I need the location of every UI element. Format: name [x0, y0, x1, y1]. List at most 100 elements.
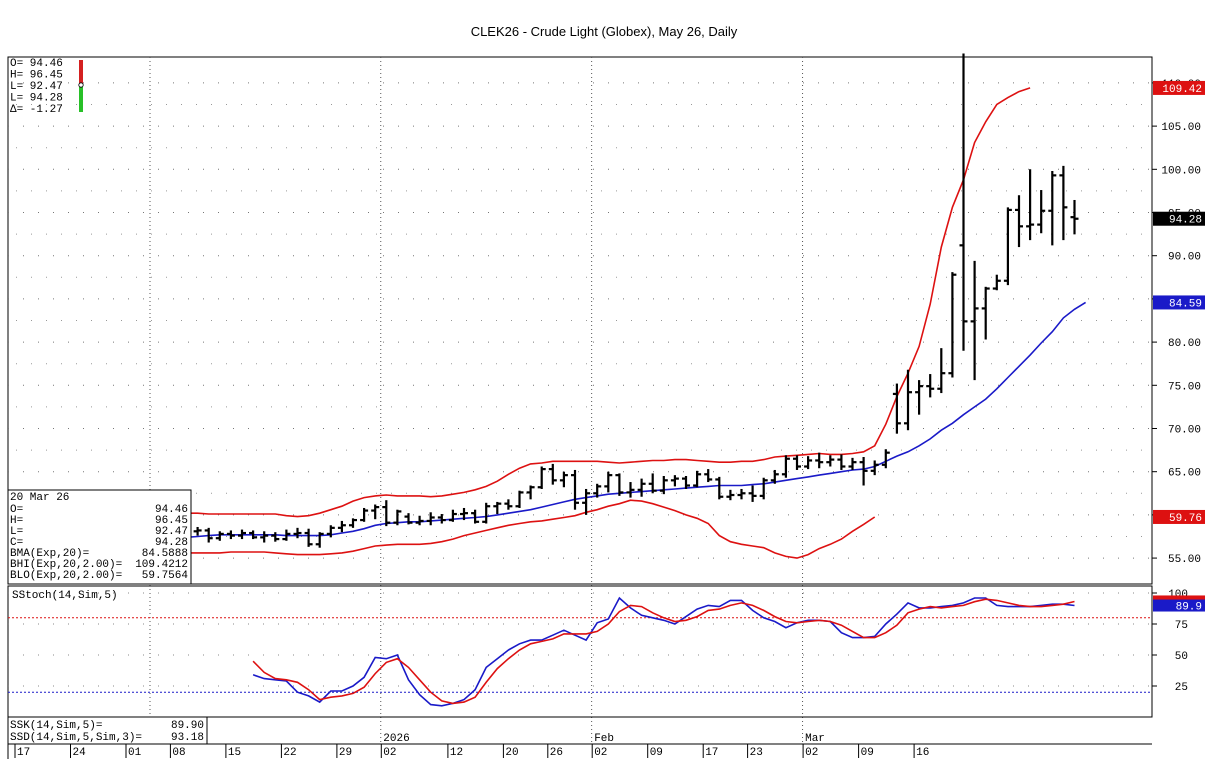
ohlc-bar — [404, 513, 413, 525]
ohlc-bar — [571, 469, 579, 510]
ohlc-readout-line: L= 92.47 — [10, 81, 63, 93]
price-panel-frame — [7, 56, 1153, 585]
ohlc-bar — [948, 272, 957, 378]
price-tick-label: 55.00 — [1168, 554, 1201, 566]
ohlc-bar — [371, 504, 380, 520]
stoch-tick-label: 75 — [1175, 620, 1188, 632]
date-tick-label: 17 — [17, 747, 30, 759]
date-tick-label: 23 — [750, 747, 763, 759]
ohlc-bar — [593, 483, 602, 498]
ohlc-bar — [870, 460, 879, 476]
ohlc-bar — [737, 488, 746, 500]
date-axis: 17 24 01 08 15 22 29 02 12 20 26 02 09 17 23 02 09 162026… — [7, 717, 1152, 759]
ohlc-bar — [1015, 195, 1023, 248]
date-tick-label: 09 — [650, 747, 663, 759]
ohlc-bar — [770, 469, 779, 484]
data-box-value: 92.47 — [155, 526, 188, 538]
ohlc-readout-line: Δ= -1.27 — [10, 104, 63, 116]
price-tag — [1153, 80, 1205, 95]
date-tick-label: 01 — [128, 747, 142, 759]
ohlc-bar — [970, 260, 979, 381]
ohlc-bar — [693, 470, 702, 488]
ohlc-bar — [326, 525, 335, 538]
ohlc-bar — [937, 348, 946, 394]
ohlc-bar — [482, 502, 491, 524]
price-tick-label: 65.00 — [1168, 468, 1201, 480]
stoch-box-value: 93.18 — [171, 732, 204, 744]
price-tag-label: 84.59 — [1169, 298, 1202, 310]
ohlc-bar — [471, 509, 480, 524]
price-tick-label: 75.00 — [1168, 381, 1201, 393]
ohlc-bar — [715, 476, 724, 500]
ohlc-bar — [648, 473, 657, 494]
data-box-label: BLO(Exp,20,2.00)= — [10, 570, 122, 582]
ohlc-bar — [815, 452, 824, 469]
stoch-box-label: SSK(14,Sim,5)= — [10, 720, 102, 732]
date-tick-label: 22 — [283, 747, 296, 759]
ohlc-bar — [393, 509, 402, 526]
price-tick-label: 100.00 — [1161, 165, 1201, 177]
ohlc-readout-line: H= 96.45 — [10, 70, 63, 82]
ohlc-bar — [526, 485, 535, 500]
data-box-label: L= — [10, 526, 23, 538]
ohlc-bar — [726, 489, 735, 501]
stoch-title: SStoch(14,Sim,5) — [12, 590, 118, 602]
price-panel: 55.0060.0065.0070.0075.0080.0085.0090.00… — [7, 53, 1205, 744]
date-tick-label: 02 — [594, 747, 607, 759]
stoch-tick-label: 25 — [1175, 682, 1188, 694]
price-tick-label: 105.00 — [1161, 122, 1201, 134]
ohlc-bar — [981, 286, 990, 340]
ohlc-bar — [293, 527, 302, 539]
upper-band-line — [19, 87, 1031, 518]
data-box-label: O= — [10, 504, 23, 516]
ohlc-bar — [215, 531, 224, 541]
ohlc-bar — [926, 374, 935, 398]
ohlc-bar — [437, 514, 446, 524]
date-tick-label: 15 — [228, 747, 241, 759]
ohlc-bar — [360, 507, 369, 522]
ohlc-bar — [282, 529, 291, 541]
ohlc-bar — [315, 532, 324, 548]
ohlc-bar — [204, 527, 213, 543]
ohlc-bar — [881, 449, 890, 469]
period-label: Mar — [805, 733, 825, 745]
readout-gauge-green — [79, 86, 83, 112]
ohlc-bar — [837, 454, 846, 470]
ohlc-bar — [781, 455, 790, 478]
data-box-value: 96.45 — [155, 515, 188, 527]
ohlc-bar — [559, 471, 568, 488]
date-tick-label: 24 — [73, 747, 87, 759]
middle-band-line — [19, 301, 1087, 543]
date-tick-label: 08 — [172, 747, 185, 759]
price-tick-label: 80.00 — [1168, 338, 1201, 350]
data-box-frame — [7, 489, 192, 585]
ohlc-bar — [759, 477, 768, 500]
ohlc-bar — [793, 455, 801, 470]
price-tag-label: 109.42 — [1162, 84, 1202, 96]
date-tick-label: 16 — [916, 747, 929, 759]
date-tick-label: 02 — [805, 747, 818, 759]
data-box-value: 94.28 — [155, 537, 188, 549]
ohlc-bar — [670, 475, 679, 487]
stoch-box-label: SSD(14,Sim,5,Sim,3)= — [10, 732, 142, 744]
ohlc-bar — [748, 485, 757, 502]
price-tick-label: 70.00 — [1168, 424, 1201, 436]
ohlc-bar — [1026, 169, 1035, 241]
data-box: 20 Mar 26O= 94.46 H= 96.45 L= 92.47 C= 94.28 BMA… — [7, 489, 192, 585]
ohlc-bar — [848, 457, 857, 470]
data-box-value: 84.5888 — [142, 548, 188, 560]
stoch-tick-label: 50 — [1175, 651, 1188, 663]
ohlc-bar — [426, 512, 435, 526]
ohlc-bar — [448, 509, 457, 522]
ohlc-bar — [1048, 171, 1057, 246]
price-tag — [1153, 509, 1205, 524]
price-tag — [1153, 211, 1205, 226]
date-tick-label: 26 — [550, 747, 563, 759]
ohlc-bar — [415, 515, 424, 526]
price-tag-label: 59.76 — [1169, 513, 1202, 525]
date-tick-label: 02 — [383, 747, 396, 759]
price-tick-label: 90.00 — [1168, 252, 1201, 264]
data-box-value: 94.46 — [155, 504, 188, 516]
